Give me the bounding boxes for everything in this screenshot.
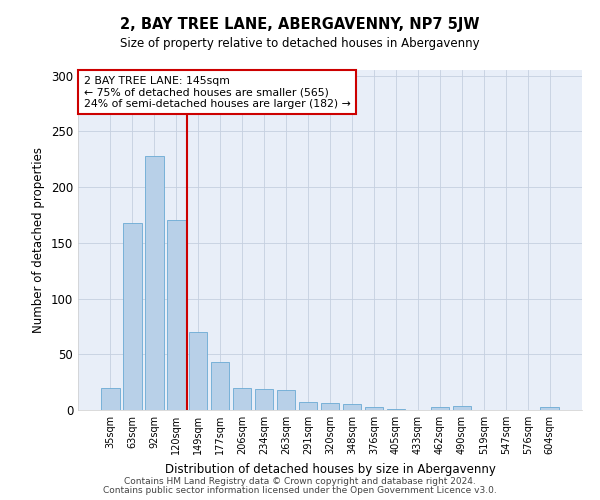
Bar — [123, 222, 142, 410]
Bar — [299, 402, 317, 410]
Y-axis label: Number of detached properties: Number of detached properties — [32, 147, 46, 333]
Text: Contains public sector information licensed under the Open Government Licence v3: Contains public sector information licen… — [103, 486, 497, 495]
Bar — [343, 404, 361, 410]
Text: 2 BAY TREE LANE: 145sqm
← 75% of detached houses are smaller (565)
24% of semi-d: 2 BAY TREE LANE: 145sqm ← 75% of detache… — [83, 76, 350, 109]
Bar — [167, 220, 185, 410]
Bar — [541, 406, 559, 410]
Bar — [386, 409, 405, 410]
Bar — [452, 406, 471, 410]
Bar — [189, 332, 208, 410]
Bar — [145, 156, 164, 410]
Bar — [320, 404, 340, 410]
Bar — [101, 388, 119, 410]
Text: Contains HM Land Registry data © Crown copyright and database right 2024.: Contains HM Land Registry data © Crown c… — [124, 477, 476, 486]
Bar — [431, 406, 449, 410]
Bar — [211, 362, 229, 410]
Text: 2, BAY TREE LANE, ABERGAVENNY, NP7 5JW: 2, BAY TREE LANE, ABERGAVENNY, NP7 5JW — [120, 18, 480, 32]
Bar — [365, 406, 383, 410]
Text: Size of property relative to detached houses in Abergavenny: Size of property relative to detached ho… — [120, 38, 480, 51]
Bar — [233, 388, 251, 410]
Bar — [277, 390, 295, 410]
Bar — [255, 389, 274, 410]
X-axis label: Distribution of detached houses by size in Abergavenny: Distribution of detached houses by size … — [164, 462, 496, 475]
